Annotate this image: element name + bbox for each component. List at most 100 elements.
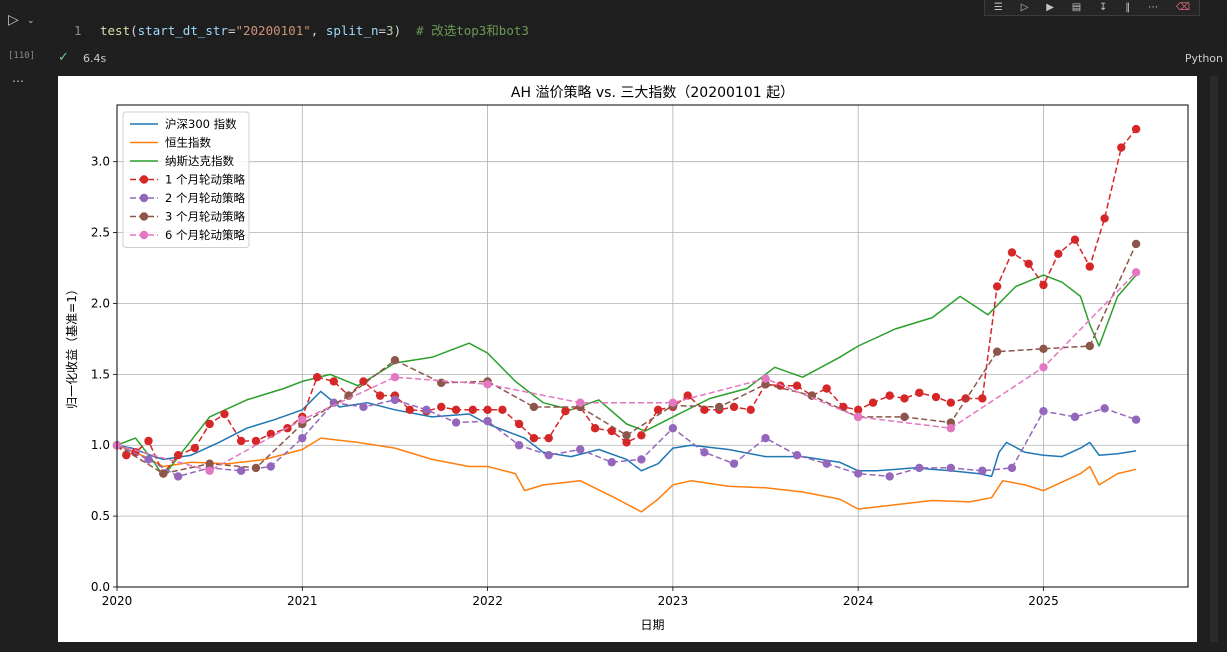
series-5-point	[266, 462, 275, 471]
series-4-point	[529, 433, 539, 443]
output-scrollbar[interactable]	[1210, 76, 1218, 642]
series-4-point	[144, 436, 153, 446]
series-4-point	[746, 405, 755, 414]
y-tick-label: 1.5	[91, 367, 110, 381]
series-4-point	[992, 282, 1002, 291]
series-5-point	[483, 416, 492, 426]
series-5-point	[390, 395, 400, 405]
cell-output: 2020 2021 2022 2023 2024 2025 0.0 0.5 1.0 1.5 2.0 2…	[58, 76, 1197, 642]
series-5-point	[637, 455, 646, 464]
series-4-point	[1070, 235, 1080, 244]
code-editor[interactable]: 1 test(start_dt_str="20200101", split_n=…	[44, 16, 1227, 46]
series-line-3	[116, 274, 1137, 478]
series-4-point	[653, 405, 663, 414]
series-4-point	[900, 394, 909, 403]
series-4-point	[1100, 214, 1109, 223]
series-4-point	[822, 384, 831, 393]
series-7-point	[853, 412, 863, 422]
series-line-4	[116, 128, 1137, 475]
legend-label: 沪深300 指数	[165, 117, 237, 131]
x-tick-label: 2024	[843, 594, 874, 608]
series-4-point	[931, 392, 941, 402]
series-4-point	[637, 431, 646, 440]
series-5-point	[173, 472, 183, 481]
series-4-point	[329, 377, 338, 386]
series-7-point	[483, 380, 492, 389]
chevron-down-icon[interactable]: ⌄	[27, 16, 35, 26]
language-label[interactable]: Python	[1184, 52, 1223, 65]
series-4-point	[961, 394, 970, 403]
layout-icon[interactable]: ‖	[1125, 1, 1131, 13]
tree-icon[interactable]: ↧	[1099, 1, 1108, 13]
code-number: 3	[386, 23, 394, 38]
series-4-point	[220, 409, 229, 419]
series-5-point	[761, 433, 770, 443]
cell-status-bar: ✓ 6.4s Python	[44, 48, 1227, 68]
series-4-point	[173, 450, 183, 460]
series-4-point	[236, 436, 246, 446]
x-tick-label: 2025	[1028, 594, 1059, 608]
series-6-point	[1085, 341, 1094, 351]
series-4-point	[375, 391, 385, 400]
legend-marker	[139, 230, 149, 240]
legend-label: 2 个月轮动策略	[165, 191, 245, 205]
series-4-point	[607, 426, 616, 436]
series-7-point	[1039, 363, 1048, 372]
run-next-icon[interactable]: ▶	[1046, 1, 1054, 13]
series-4-point	[437, 402, 446, 412]
run-below-icon[interactable]: ▷	[1020, 1, 1029, 13]
series-6-point	[900, 412, 909, 422]
series-4-point	[946, 398, 956, 407]
series-line-5	[116, 399, 1137, 478]
y-tick-label: 3.0	[91, 155, 110, 169]
series-4-point	[1131, 124, 1141, 134]
series-4-point	[190, 443, 200, 453]
series-4-point	[514, 419, 524, 429]
series-7-point	[668, 398, 678, 407]
code-paren-open: (	[130, 23, 138, 38]
series-6-point	[251, 463, 261, 473]
series-4-point	[359, 377, 368, 386]
split-cell-icon[interactable]: ▤	[1071, 1, 1082, 13]
run-above-icon[interactable]: ☰	[993, 1, 1003, 13]
series-7-point	[1131, 268, 1141, 277]
y-tick-label: 2.5	[91, 226, 110, 240]
y-tick-label: 0.0	[91, 580, 110, 594]
series-6-point	[390, 355, 400, 365]
code-param-1: start_dt_str	[137, 23, 228, 38]
trash-icon[interactable]: ⌫	[1175, 1, 1191, 13]
series-4-point	[839, 402, 848, 412]
series-7-point	[576, 398, 585, 407]
series-5-point	[946, 463, 956, 473]
code-eq-1: =	[227, 23, 236, 38]
code-string: "20200101"	[235, 23, 311, 38]
run-cell-icon[interactable]: ▷	[8, 12, 19, 28]
legend-marker	[139, 212, 149, 221]
legend-label: 恒生指数	[165, 136, 211, 150]
y-tick-label: 0.5	[91, 509, 110, 523]
series-4-point	[312, 372, 322, 382]
output-more-icon[interactable]: ⋯	[12, 74, 25, 88]
legend-marker	[139, 193, 149, 203]
code-function: test	[100, 23, 131, 38]
series-6-point	[992, 347, 1002, 356]
series-7-point	[761, 374, 770, 383]
legend-marker	[139, 175, 149, 184]
series-4-point	[544, 433, 553, 443]
code-paren-close: )	[393, 23, 402, 38]
series-4-point	[468, 405, 477, 414]
y-axis-label: 归一化收益（基准=1）	[65, 283, 79, 409]
code-eq-2: =	[378, 23, 387, 38]
code-line[interactable]: test(start_dt_str="20200101", split_n=3)…	[100, 16, 529, 46]
series-4-point	[451, 405, 461, 414]
series-5-point	[1039, 407, 1048, 416]
series-4-point	[1024, 259, 1033, 268]
series-5-point	[359, 402, 368, 412]
series-5-point	[978, 466, 987, 475]
series-6-point	[622, 431, 631, 440]
series-5-point	[792, 450, 802, 460]
series-5-point	[853, 469, 863, 478]
more-icon[interactable]: ⋯	[1148, 1, 1159, 13]
series-5-point	[885, 472, 894, 481]
series-6-point	[807, 391, 817, 400]
